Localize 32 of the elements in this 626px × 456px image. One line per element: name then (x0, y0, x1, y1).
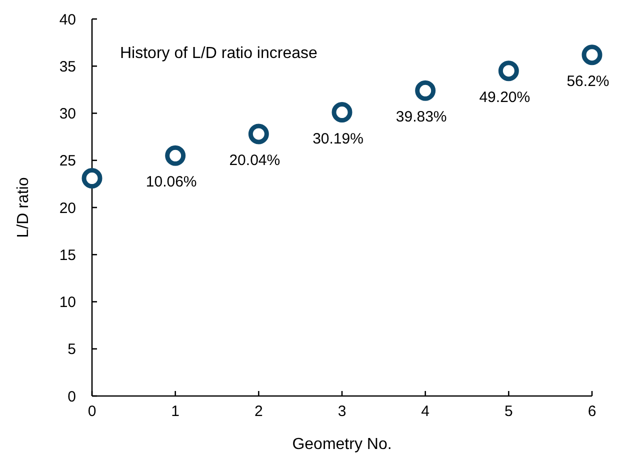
point (82, 168, 102, 189)
x-tick-label: 1 (171, 403, 180, 420)
annotation: 30.19% (312, 130, 364, 148)
x-tick-label: 4 (421, 403, 430, 420)
annotation: 20.04% (229, 152, 280, 169)
annotation: 39.83% (396, 108, 447, 126)
y-tick-label: 40 (59, 11, 76, 28)
point (248, 124, 269, 144)
point (498, 60, 519, 82)
y-axis-title: L/D ratio (15, 177, 32, 238)
annotation: 56.2% (566, 72, 610, 90)
y-tick-label: 10 (59, 294, 76, 311)
text: History of L/D ratio increase (120, 45, 318, 62)
y-tick-label: 30 (59, 106, 76, 122)
x-tick-label: 5 (504, 403, 513, 420)
annotation: 10.06% (146, 174, 197, 191)
point (332, 102, 352, 123)
y-tick-label: 35 (59, 58, 76, 76)
point (582, 44, 602, 66)
y-tick-label: 20 (59, 200, 76, 217)
annotation: 49.20% (479, 88, 530, 106)
x-tick-label: 0 (88, 403, 96, 420)
x-tick-label: 2 (254, 403, 263, 420)
x-tick-label: 3 (338, 403, 346, 420)
y-tick-label: 5 (68, 341, 76, 358)
x-tick-label: 6 (588, 403, 596, 420)
point (415, 80, 436, 101)
y-tick-label: 25 (59, 152, 76, 170)
x-axis-title: Geometry No. (292, 436, 392, 453)
point (165, 145, 186, 166)
y-tick-label: 15 (59, 246, 76, 264)
y-tick-label: 0 (68, 388, 76, 406)
